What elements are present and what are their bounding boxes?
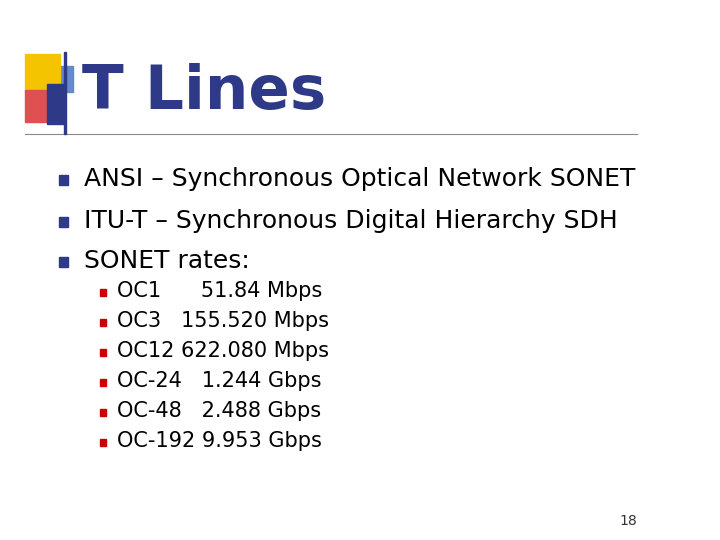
Bar <box>59 217 68 227</box>
Bar <box>25 90 51 122</box>
Bar <box>100 408 107 415</box>
Bar <box>59 175 68 185</box>
Text: OC-24   1.244 Gbps: OC-24 1.244 Gbps <box>117 371 321 391</box>
Bar <box>100 438 107 445</box>
Bar <box>59 257 68 267</box>
Bar <box>63 52 66 134</box>
Bar <box>25 54 60 92</box>
Bar <box>100 348 107 355</box>
Bar <box>48 66 73 92</box>
Text: OC-48   2.488 Gbps: OC-48 2.488 Gbps <box>117 401 320 421</box>
Text: OC3   155.520 Mbps: OC3 155.520 Mbps <box>117 311 328 331</box>
Text: SONET rates:: SONET rates: <box>84 249 250 273</box>
Bar <box>100 288 107 295</box>
Text: ITU-T – Synchronous Digital Hierarchy SDH: ITU-T – Synchronous Digital Hierarchy SD… <box>84 209 618 233</box>
Text: 18: 18 <box>619 514 637 528</box>
Text: T Lines: T Lines <box>82 63 326 122</box>
Text: OC-192 9.953 Gbps: OC-192 9.953 Gbps <box>117 431 321 451</box>
Text: OC12 622.080 Mbps: OC12 622.080 Mbps <box>117 341 328 361</box>
Text: OC1      51.84 Mbps: OC1 51.84 Mbps <box>117 281 322 301</box>
Bar <box>48 84 63 124</box>
Bar <box>100 379 107 386</box>
Bar <box>100 319 107 326</box>
Text: ANSI – Synchronous Optical Network SONET: ANSI – Synchronous Optical Network SONET <box>84 167 635 191</box>
